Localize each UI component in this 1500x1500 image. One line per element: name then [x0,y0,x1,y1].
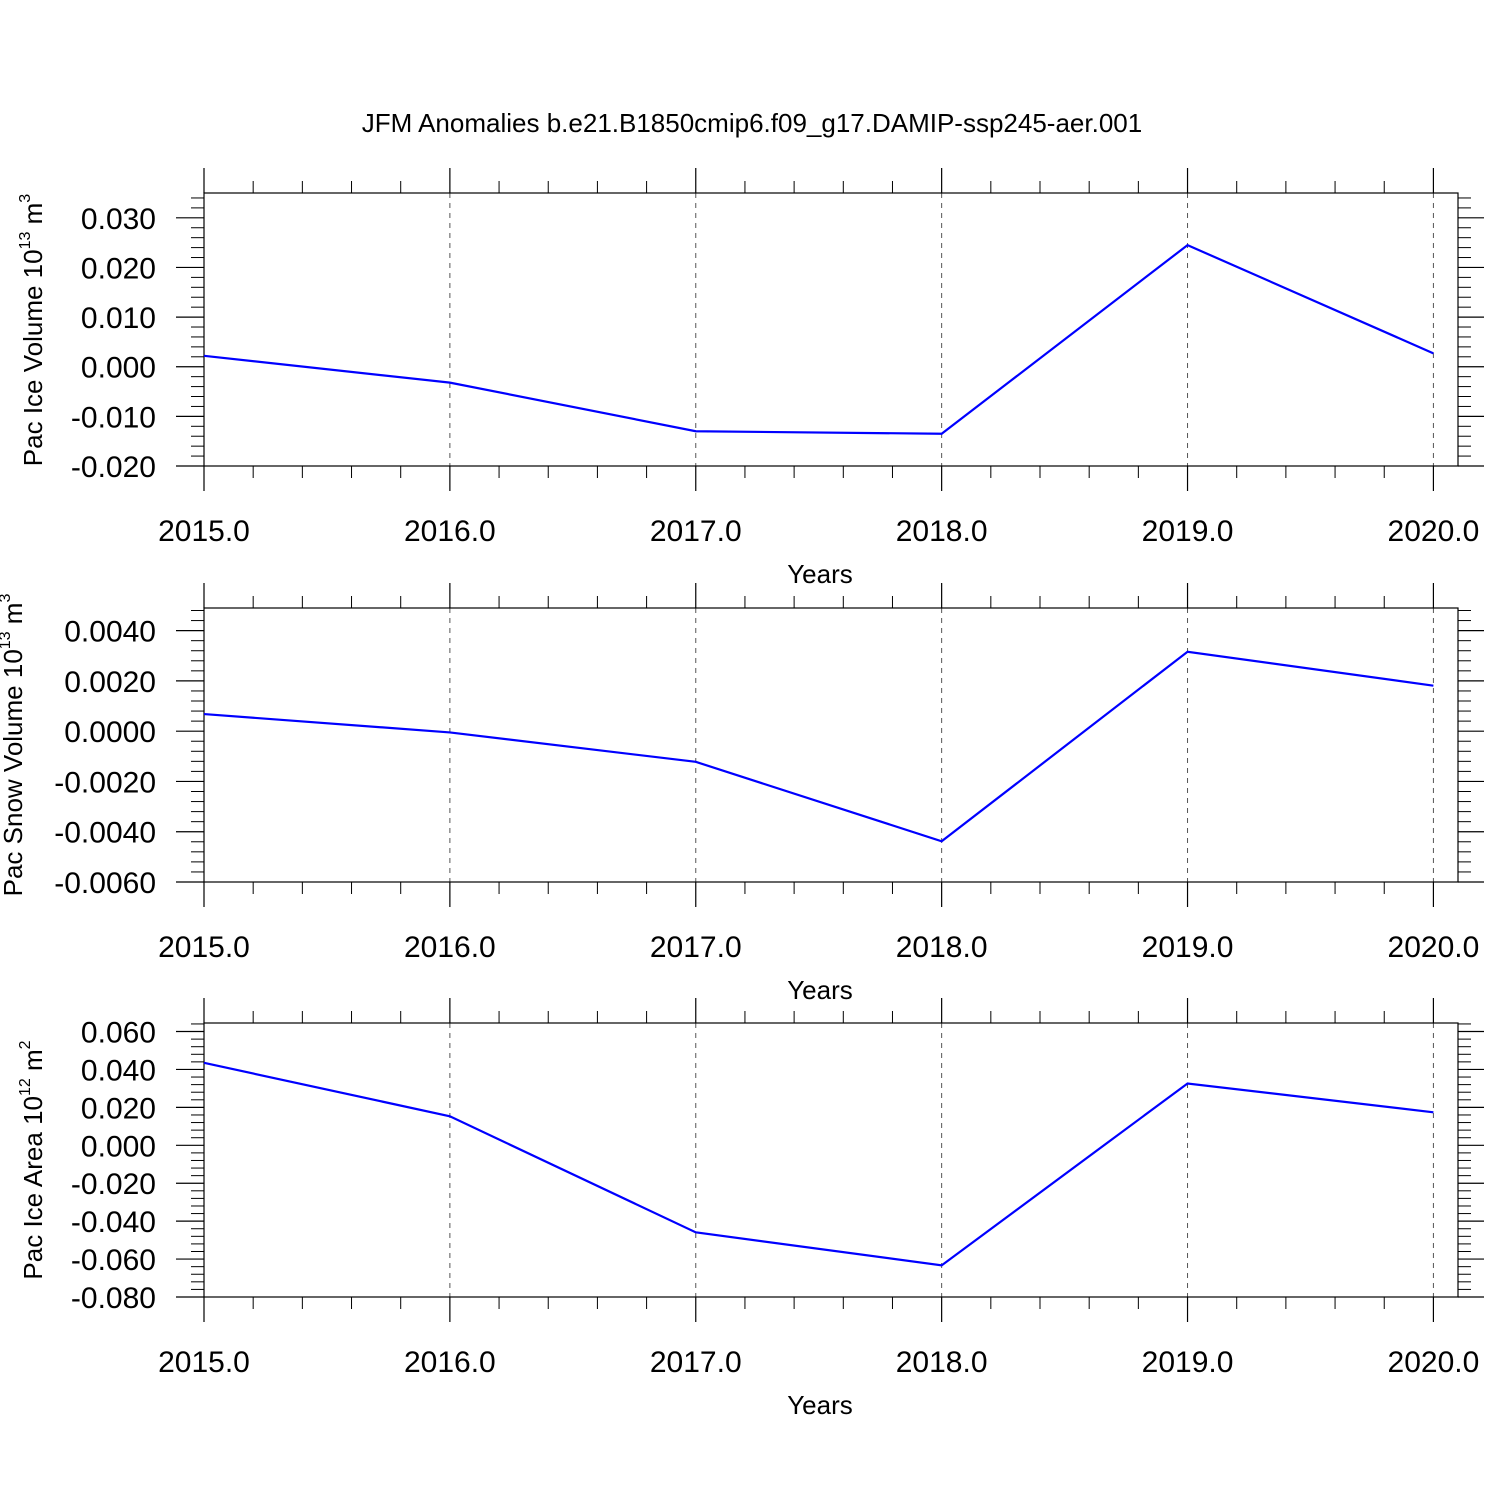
x-tick-label: 2020.0 [1388,515,1480,548]
y-tick-label: -0.020 [71,451,156,484]
x-tick-label: 2017.0 [650,515,742,548]
x-tick-label: 2018.0 [896,931,988,964]
y-tick-label: 0.040 [81,1054,156,1087]
y-tick-label: 0.0040 [64,616,156,649]
x-tick-label: 2016.0 [404,931,496,964]
x-tick-label: 2015.0 [158,931,250,964]
series-line [203,650,1434,843]
y-axis-label: Pac Ice Volume 1013 m3 [17,194,48,467]
x-tick-label: 2015.0 [158,1346,250,1379]
series-line [203,243,1434,435]
y-axis-label-unit: m [18,1049,48,1078]
x-tick-label: 2015.0 [158,515,250,548]
y-axis-label-exponent: 13 [17,231,34,249]
y-tick-label: -0.080 [71,1282,156,1315]
y-axis-label-unit-exponent: 2 [17,1040,34,1049]
x-axis-label: Years [787,1390,853,1420]
x-tick-label: 2017.0 [650,1346,742,1379]
y-tick-label: 0.000 [81,1130,156,1163]
y-tick-label: -0.040 [71,1206,156,1239]
x-tick-label: 2019.0 [1142,1346,1234,1379]
y-tick-label: 0.060 [81,1017,156,1050]
y-tick-label: 0.010 [81,302,156,335]
series-line [203,1061,1434,1267]
y-tick-label: -0.0060 [54,867,156,900]
x-tick-label: 2016.0 [404,1346,496,1379]
x-tick-label: 2020.0 [1388,931,1480,964]
panel-ice-volume: -0.020 -0.010 0.000 0.010 0.020 0.030 2015.0 20… [17,168,1484,589]
y-tick-label: -0.060 [71,1244,156,1277]
x-tick-label: 2018.0 [896,515,988,548]
x-tick-label: 2016.0 [404,515,496,548]
y-axis-label-unit: m [0,603,28,632]
x-axis-label: Years [787,559,853,589]
y-tick-label: -0.010 [71,401,156,434]
y-axis-label: Pac Ice Area 1012 m2 [17,1040,48,1279]
y-tick-label: 0.000 [81,352,156,385]
plot-frame [203,192,1459,467]
y-axis-label-main: Pac Ice Area 10 [18,1096,48,1280]
y-tick-label: 0.0000 [64,716,156,749]
y-axis-label: Pac Snow Volume 1013 m3 [0,594,28,897]
plot-frame [203,607,1459,883]
panel-snow-volume: -0.0060 -0.0040 -0.0020 0.0000 0.0020 0.0040 2… [0,583,1484,1005]
y-axis-label-exponent: 12 [17,1078,34,1096]
x-axis-label: Years [787,975,853,1005]
x-tick-label: 2020.0 [1388,1346,1480,1379]
y-tick-label: -0.0040 [54,817,156,850]
plot-frame [203,1022,1459,1298]
y-tick-label: 0.0020 [64,666,156,699]
y-axis-label-main: Pac Snow Volume 10 [0,649,28,896]
y-axis-label-unit: m [18,203,48,232]
panel-ice-area: -0.080 -0.060 -0.040 -0.020 0.000 0.020 0.040 0… [17,998,1484,1420]
x-tick-label: 2019.0 [1142,515,1234,548]
y-axis-label-unit-exponent: 3 [17,194,34,203]
y-axis-label-main: Pac Ice Volume 10 [18,249,48,466]
y-tick-label: 0.030 [81,203,156,236]
x-tick-label: 2019.0 [1142,931,1234,964]
figure-title: JFM Anomalies b.e21.B1850cmip6.f09_g17.D… [362,108,1142,138]
y-tick-label: 0.020 [81,252,156,285]
y-axis-label-exponent: 13 [0,631,14,649]
y-tick-label: 0.020 [81,1092,156,1125]
y-axis-label-unit-exponent: 3 [0,594,14,603]
x-tick-label: 2018.0 [896,1346,988,1379]
y-tick-label: -0.0020 [54,766,156,799]
x-tick-label: 2017.0 [650,931,742,964]
y-tick-label: -0.020 [71,1168,156,1201]
